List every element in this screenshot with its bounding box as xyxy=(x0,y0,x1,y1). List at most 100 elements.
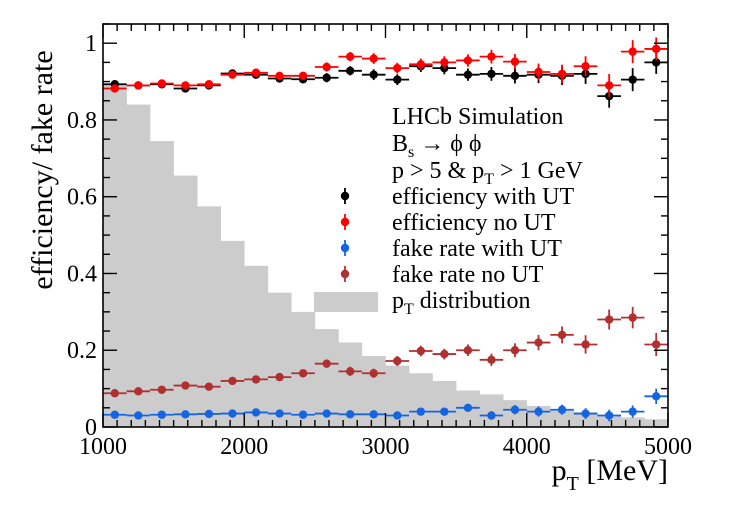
data-point xyxy=(534,407,543,416)
legend-marker-histogram xyxy=(314,292,378,312)
data-point xyxy=(604,411,614,420)
data-point xyxy=(228,376,237,386)
data-point xyxy=(322,73,331,82)
data-point xyxy=(604,315,614,324)
data-point xyxy=(157,410,167,419)
histogram-bar xyxy=(338,342,363,427)
data-point xyxy=(510,71,520,81)
data-point xyxy=(322,62,331,72)
legend-marker xyxy=(340,243,350,253)
data-point xyxy=(369,54,378,63)
data-point xyxy=(322,409,331,418)
data-point xyxy=(228,409,237,418)
data-point xyxy=(204,409,214,419)
data-point xyxy=(345,66,355,76)
histogram-bar xyxy=(103,83,127,427)
data-point xyxy=(416,346,426,356)
data-point xyxy=(181,410,190,419)
data-point xyxy=(534,67,543,77)
data-point xyxy=(275,71,284,81)
data-point xyxy=(510,57,520,66)
histogram-bar xyxy=(432,380,457,427)
histogram-bar xyxy=(244,265,269,427)
data-point xyxy=(652,44,661,54)
annotation-block: LHCb Simulation Bs → ϕ ϕ p > 5 & pT > 1 … xyxy=(392,104,584,188)
data-point xyxy=(251,408,261,417)
y-tick-label: 1 xyxy=(85,31,97,57)
histogram-bar xyxy=(479,394,504,427)
data-point xyxy=(652,58,661,67)
legend-marker xyxy=(340,269,350,279)
x-tick-label: 3000 xyxy=(362,434,410,460)
legend-label: fake rate no UT xyxy=(392,262,544,288)
data-point xyxy=(393,75,402,84)
data-point xyxy=(322,359,331,368)
y-axis-title: efficiency/ fake rate xyxy=(26,50,59,289)
data-point xyxy=(440,58,449,67)
histogram-bar xyxy=(197,206,221,427)
data-point xyxy=(110,410,119,419)
histogram-bar xyxy=(573,412,598,427)
x-tick-label: 5000 xyxy=(644,434,692,460)
data-point xyxy=(298,369,308,378)
x-axis-title: pT [MeV] xyxy=(552,454,668,495)
y-tick-label: 0.6 xyxy=(67,185,97,211)
data-point xyxy=(181,81,190,90)
data-point xyxy=(463,403,473,413)
data-point xyxy=(157,79,167,88)
data-point xyxy=(369,410,378,419)
data-point xyxy=(134,387,143,396)
data-point xyxy=(604,81,614,90)
histogram-bar xyxy=(150,141,174,428)
histogram-bar xyxy=(550,409,575,427)
histogram-bar xyxy=(220,240,245,427)
data-point xyxy=(510,405,520,414)
data-point xyxy=(463,70,473,79)
legend-label: pT distribution xyxy=(392,288,530,318)
legend-label: efficiency with UT xyxy=(392,184,574,210)
y-tick-label: 0.8 xyxy=(67,108,97,134)
histogram-bar xyxy=(267,292,292,427)
data-point xyxy=(581,409,590,418)
histogram-bar xyxy=(409,373,433,427)
data-point xyxy=(487,69,496,79)
decay-label: Bs → ϕ ϕ xyxy=(392,131,482,161)
legend-marker xyxy=(340,191,350,201)
data-point xyxy=(251,68,261,77)
data-point xyxy=(652,392,661,401)
legend-marker xyxy=(340,217,350,227)
data-point xyxy=(345,367,355,376)
histogram-bar xyxy=(385,365,410,427)
data-point xyxy=(581,62,590,71)
data-point xyxy=(369,70,378,79)
data-point xyxy=(557,330,567,340)
data-point xyxy=(251,375,261,384)
x-tick-label: 2000 xyxy=(220,434,268,460)
data-point xyxy=(204,80,214,89)
data-point xyxy=(110,84,119,93)
data-point xyxy=(345,52,355,61)
data-point xyxy=(228,70,237,79)
data-point xyxy=(298,71,308,81)
data-point xyxy=(440,407,449,416)
data-point xyxy=(487,411,496,420)
data-point xyxy=(110,389,119,398)
data-point xyxy=(628,75,637,84)
axis-ticks: 1000 2000 3000 4000 5000 0 0.2 0.4 0.6 0.8 1 xyxy=(67,23,692,460)
data-point xyxy=(534,338,543,347)
data-series xyxy=(103,37,668,422)
data-point xyxy=(157,385,167,394)
histogram-bar xyxy=(173,175,198,427)
data-point xyxy=(369,369,378,378)
data-point xyxy=(581,340,590,349)
data-point xyxy=(204,382,214,391)
y-tick-label: 0.2 xyxy=(67,338,97,364)
data-point xyxy=(557,405,567,414)
experiment-label: LHCb Simulation xyxy=(392,104,563,130)
data-point xyxy=(463,346,473,355)
histogram-bar xyxy=(644,419,669,427)
data-point xyxy=(652,340,661,349)
histogram-bar xyxy=(126,104,151,427)
data-point xyxy=(275,409,284,418)
